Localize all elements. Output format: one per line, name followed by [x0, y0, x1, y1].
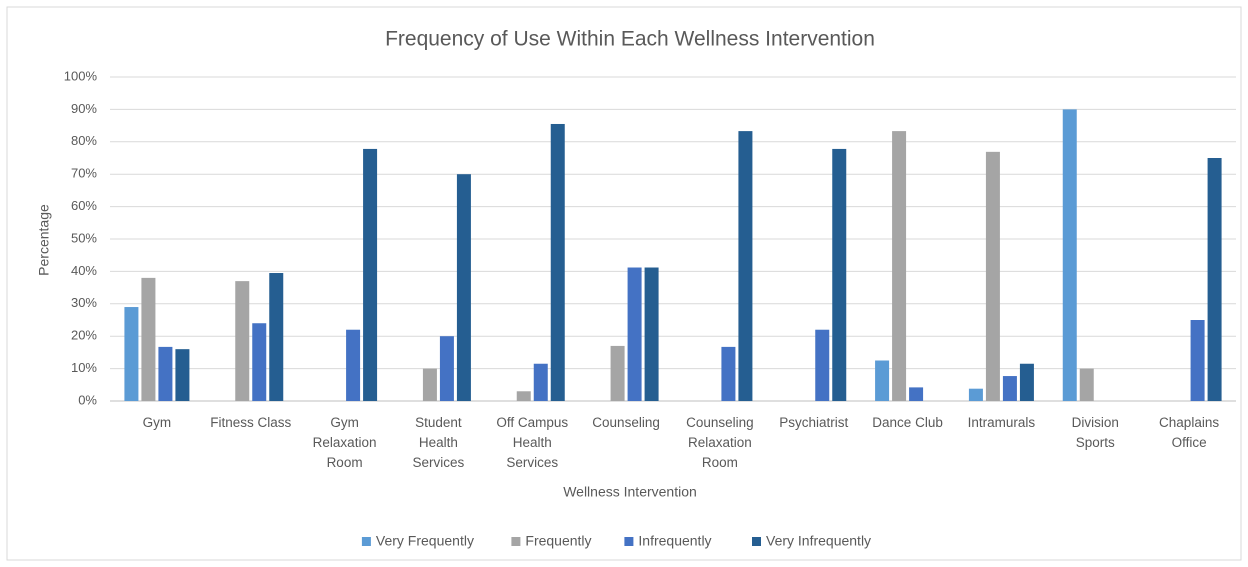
- y-axis-title: Percentage: [36, 204, 52, 276]
- y-tick-label: 30%: [71, 295, 97, 310]
- bar: [968, 388, 983, 401]
- bar: [516, 391, 531, 401]
- legend-swatch: [361, 537, 371, 546]
- y-tick-label: 100%: [64, 68, 98, 83]
- bar: [892, 131, 907, 401]
- bar: [1062, 109, 1077, 402]
- bar: [832, 148, 847, 401]
- y-tick-label: 0%: [78, 392, 97, 407]
- bar: [363, 148, 378, 401]
- x-tick-label: Gym Relaxation Room: [312, 415, 377, 470]
- bar: [1190, 320, 1205, 401]
- bar: [346, 329, 361, 401]
- bar: [815, 329, 830, 401]
- bar: [269, 273, 284, 401]
- bar: [1079, 368, 1094, 401]
- legend-label: Very Infrequently: [766, 533, 871, 549]
- bar: [1207, 158, 1222, 401]
- y-tick-label: 20%: [71, 328, 97, 343]
- y-tick-label: 70%: [71, 166, 97, 181]
- x-tick-label: Counseling Relaxation Room: [686, 415, 754, 470]
- bar: [235, 281, 250, 401]
- chart-border: [6, 6, 1242, 561]
- bar: [909, 387, 924, 401]
- bar: [175, 349, 190, 401]
- y-tick-label: 10%: [71, 360, 97, 375]
- x-tick-label: Gym: [142, 415, 172, 430]
- chart-title: Frequency of Use Within Each Wellness In…: [385, 28, 875, 51]
- y-tick-label: 80%: [71, 133, 97, 148]
- legend-label: Frequently: [525, 533, 591, 549]
- bar: [533, 363, 548, 401]
- legend-swatch: [752, 537, 761, 546]
- x-tick-label: Intramurals: [967, 415, 1036, 430]
- x-tick-label: Student Health Services: [412, 415, 465, 470]
- y-tick-label: 60%: [71, 198, 97, 213]
- y-tick-label: 90%: [71, 101, 97, 116]
- bar: [439, 336, 454, 401]
- bar: [985, 151, 1000, 401]
- legend-label: Infrequently: [638, 533, 711, 549]
- bar: [721, 346, 736, 401]
- x-tick-label: Dance Club: [872, 415, 943, 430]
- bar: [456, 174, 471, 401]
- bar: [610, 345, 625, 401]
- bar: [627, 267, 642, 401]
- bar: [644, 267, 659, 401]
- x-tick-label: Counseling: [592, 415, 660, 430]
- bar: [1002, 376, 1017, 401]
- bar: [738, 131, 753, 401]
- bar: [1019, 363, 1034, 401]
- x-tick-label: Fitness Class: [210, 415, 292, 430]
- bar: [158, 346, 173, 401]
- legend-swatch: [511, 537, 521, 546]
- x-axis-title: Wellness Intervention: [563, 484, 697, 500]
- bar: [124, 307, 139, 401]
- y-tick-label: 40%: [71, 263, 97, 278]
- x-tick-label: Chaplains Office: [1159, 415, 1220, 450]
- x-tick-label: Psychiatrist: [779, 415, 849, 430]
- bar: [550, 123, 565, 401]
- bar: [875, 360, 890, 401]
- legend-label: Very Frequently: [376, 533, 474, 549]
- x-tick-label: Division Sports: [1071, 415, 1119, 450]
- bar: [141, 277, 156, 401]
- y-tick-label: 50%: [71, 230, 97, 245]
- bar: [422, 368, 437, 401]
- legend-swatch: [624, 537, 634, 546]
- x-tick-label: Off Campus Health Services: [496, 415, 569, 470]
- bar: [252, 323, 267, 401]
